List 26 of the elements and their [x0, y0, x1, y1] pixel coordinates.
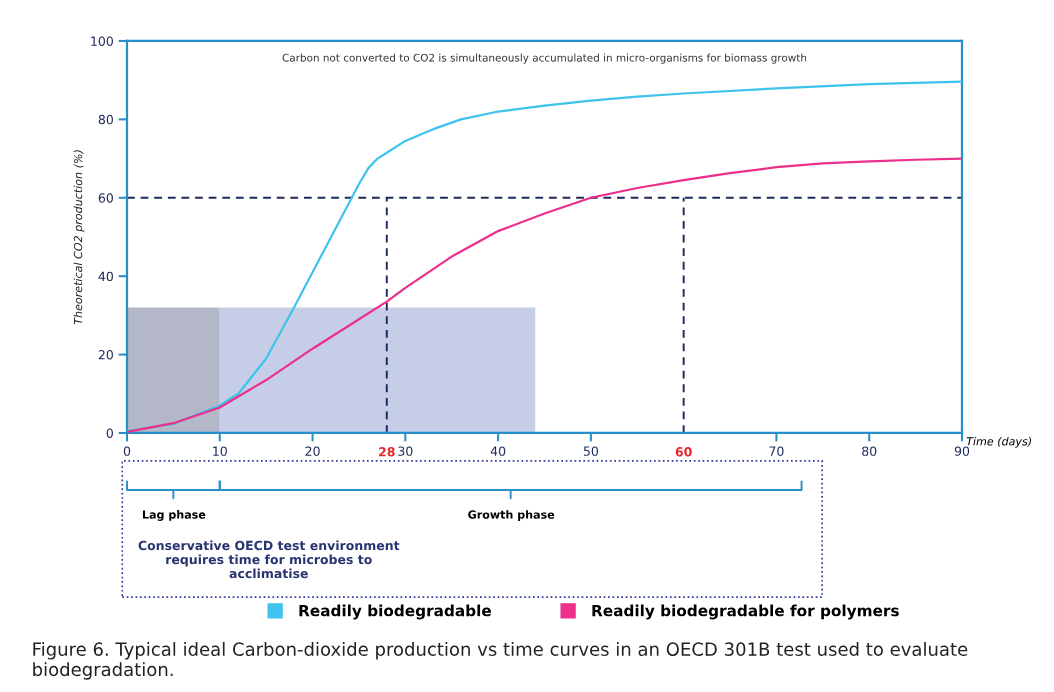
text: Conservative OECD test environment requires time for microbes to acclimatise [138, 540, 400, 579]
y-tick-label: 40 [98, 271, 113, 282]
x-tick-label: 0 [123, 446, 131, 456]
x-tick-label: 80 [862, 446, 877, 456]
x-tick-label: 40 [490, 446, 506, 456]
x-tick-label: 20 [305, 446, 320, 456]
ref-line-label: 60 [675, 447, 692, 457]
ref-line-label: 28 [379, 447, 395, 457]
x-tick-label: 50 [583, 446, 599, 456]
annotation: Carbon not converted to CO2 is simultaneously accumulated in micro-organisms for biomass growth [282, 53, 807, 64]
x-tick-label: 10 [213, 446, 227, 456]
text: Lag phase [142, 510, 206, 521]
x-tick-label: 70 [769, 446, 784, 456]
y-axis-title: Theoretical CO2 production (%) [73, 150, 85, 325]
y-tick-label: 0 [106, 428, 113, 438]
y-tick-label: 80 [98, 114, 113, 125]
x-tick-label: 30 [398, 446, 413, 456]
y-tick-label: 20 [98, 350, 113, 360]
legend-label: Readily biodegradable [299, 604, 491, 620]
legend-label: Readily biodegradable for polymers [592, 604, 899, 620]
caption: Figure 6. Typical ideal Carbon-dioxide production vs time curves in an OECD 301B test used to evaluate biodegradation. [33, 642, 968, 680]
y-tick-label: 60 [98, 193, 113, 203]
x-axis-title: Time (days) [966, 436, 1031, 448]
y-tick-label: 100 [91, 36, 113, 46]
text: Growth phase [468, 510, 555, 521]
x-tick-label: 90 [954, 446, 970, 456]
